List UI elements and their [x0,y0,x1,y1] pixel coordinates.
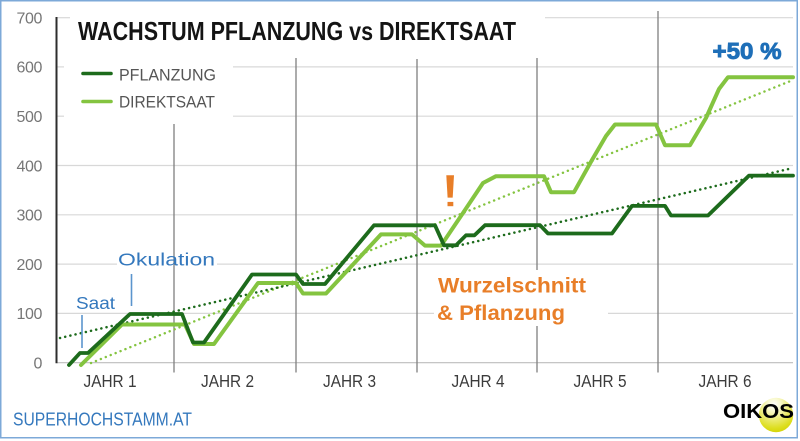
svg-text:300: 300 [17,208,43,225]
svg-text:200: 200 [17,257,43,274]
svg-text:400: 400 [17,158,43,175]
svg-text:OIKOS: OIKOS [723,401,794,423]
svg-text:SUPERHOCHSTAMM.AT: SUPERHOCHSTAMM.AT [13,410,192,430]
svg-text:Wurzelschnitt: Wurzelschnitt [438,274,586,298]
svg-text:JAHR 3: JAHR 3 [323,371,376,391]
svg-text:0: 0 [34,355,43,372]
svg-text:JAHR 4: JAHR 4 [452,371,505,391]
svg-text:DIREKTSAAT: DIREKTSAAT [119,93,215,112]
svg-text:Okulation: Okulation [118,250,215,270]
svg-text:JAHR 5: JAHR 5 [574,371,627,391]
svg-text:JAHR 2: JAHR 2 [201,371,254,391]
svg-text:100: 100 [17,306,43,323]
svg-text:+50 %: +50 % [713,38,782,64]
svg-text:WACHSTUM PFLANZUNG vs DIREKTSA: WACHSTUM PFLANZUNG vs DIREKTSAAT [78,16,516,46]
svg-text:& Pflanzung: & Pflanzung [437,301,565,325]
svg-text:Saat: Saat [76,293,115,313]
svg-text:700: 700 [17,11,43,28]
svg-text:600: 600 [17,60,43,77]
svg-text:JAHR 1: JAHR 1 [84,371,137,391]
svg-text:500: 500 [17,109,43,126]
svg-text:JAHR 6: JAHR 6 [699,371,752,391]
svg-text:PFLANZUNG: PFLANZUNG [119,66,216,85]
